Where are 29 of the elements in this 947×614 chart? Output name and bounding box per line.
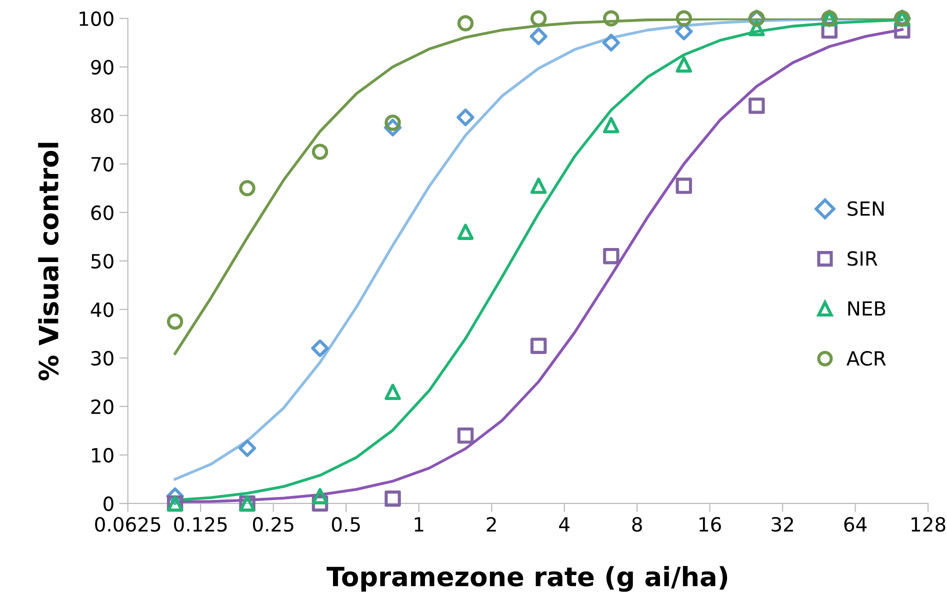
x-tick-label: 0.5 [332, 517, 360, 532]
x-tick-label: 8 [632, 517, 642, 532]
y-tick-label: 0 [104, 496, 114, 512]
x-tick-label: 1 [414, 517, 424, 532]
x-axis-title: Topramezone rate (g ai/ha) [326, 566, 728, 592]
x-tick-label: 16 [700, 517, 721, 532]
y-tick-label: 80 [91, 108, 114, 124]
x-tick-label: 0.0625 [95, 517, 160, 532]
y-tick-label: 60 [91, 205, 114, 220]
x-tick-label: 32 [772, 517, 793, 532]
y-tick-label: 10 [92, 448, 114, 463]
y-tick-label: 40 [90, 302, 114, 318]
x-tick-label: 0.125 [174, 517, 227, 532]
y-tick-label: 50 [91, 254, 114, 269]
y-axis-title: % Visual control [38, 142, 59, 380]
y-tick-label: 90 [91, 60, 114, 75]
x-tick-label: 0.25 [252, 517, 294, 532]
y-tick-label: 20 [91, 399, 114, 414]
x-tick-label: 64 [844, 517, 867, 532]
legend-label: NEB [848, 301, 886, 316]
legend-label: SEN [848, 201, 884, 216]
x-tick-label: 4 [559, 517, 570, 532]
y-tick-label: 100 [80, 11, 114, 26]
legend-label: ACR [846, 351, 886, 366]
x-tick-label: 128 [912, 517, 946, 532]
x-tick-label: 2 [486, 517, 496, 532]
legend-label: SIR [848, 251, 878, 266]
y-tick-label: 70 [92, 156, 114, 172]
y-tick-label: 30 [91, 350, 114, 366]
